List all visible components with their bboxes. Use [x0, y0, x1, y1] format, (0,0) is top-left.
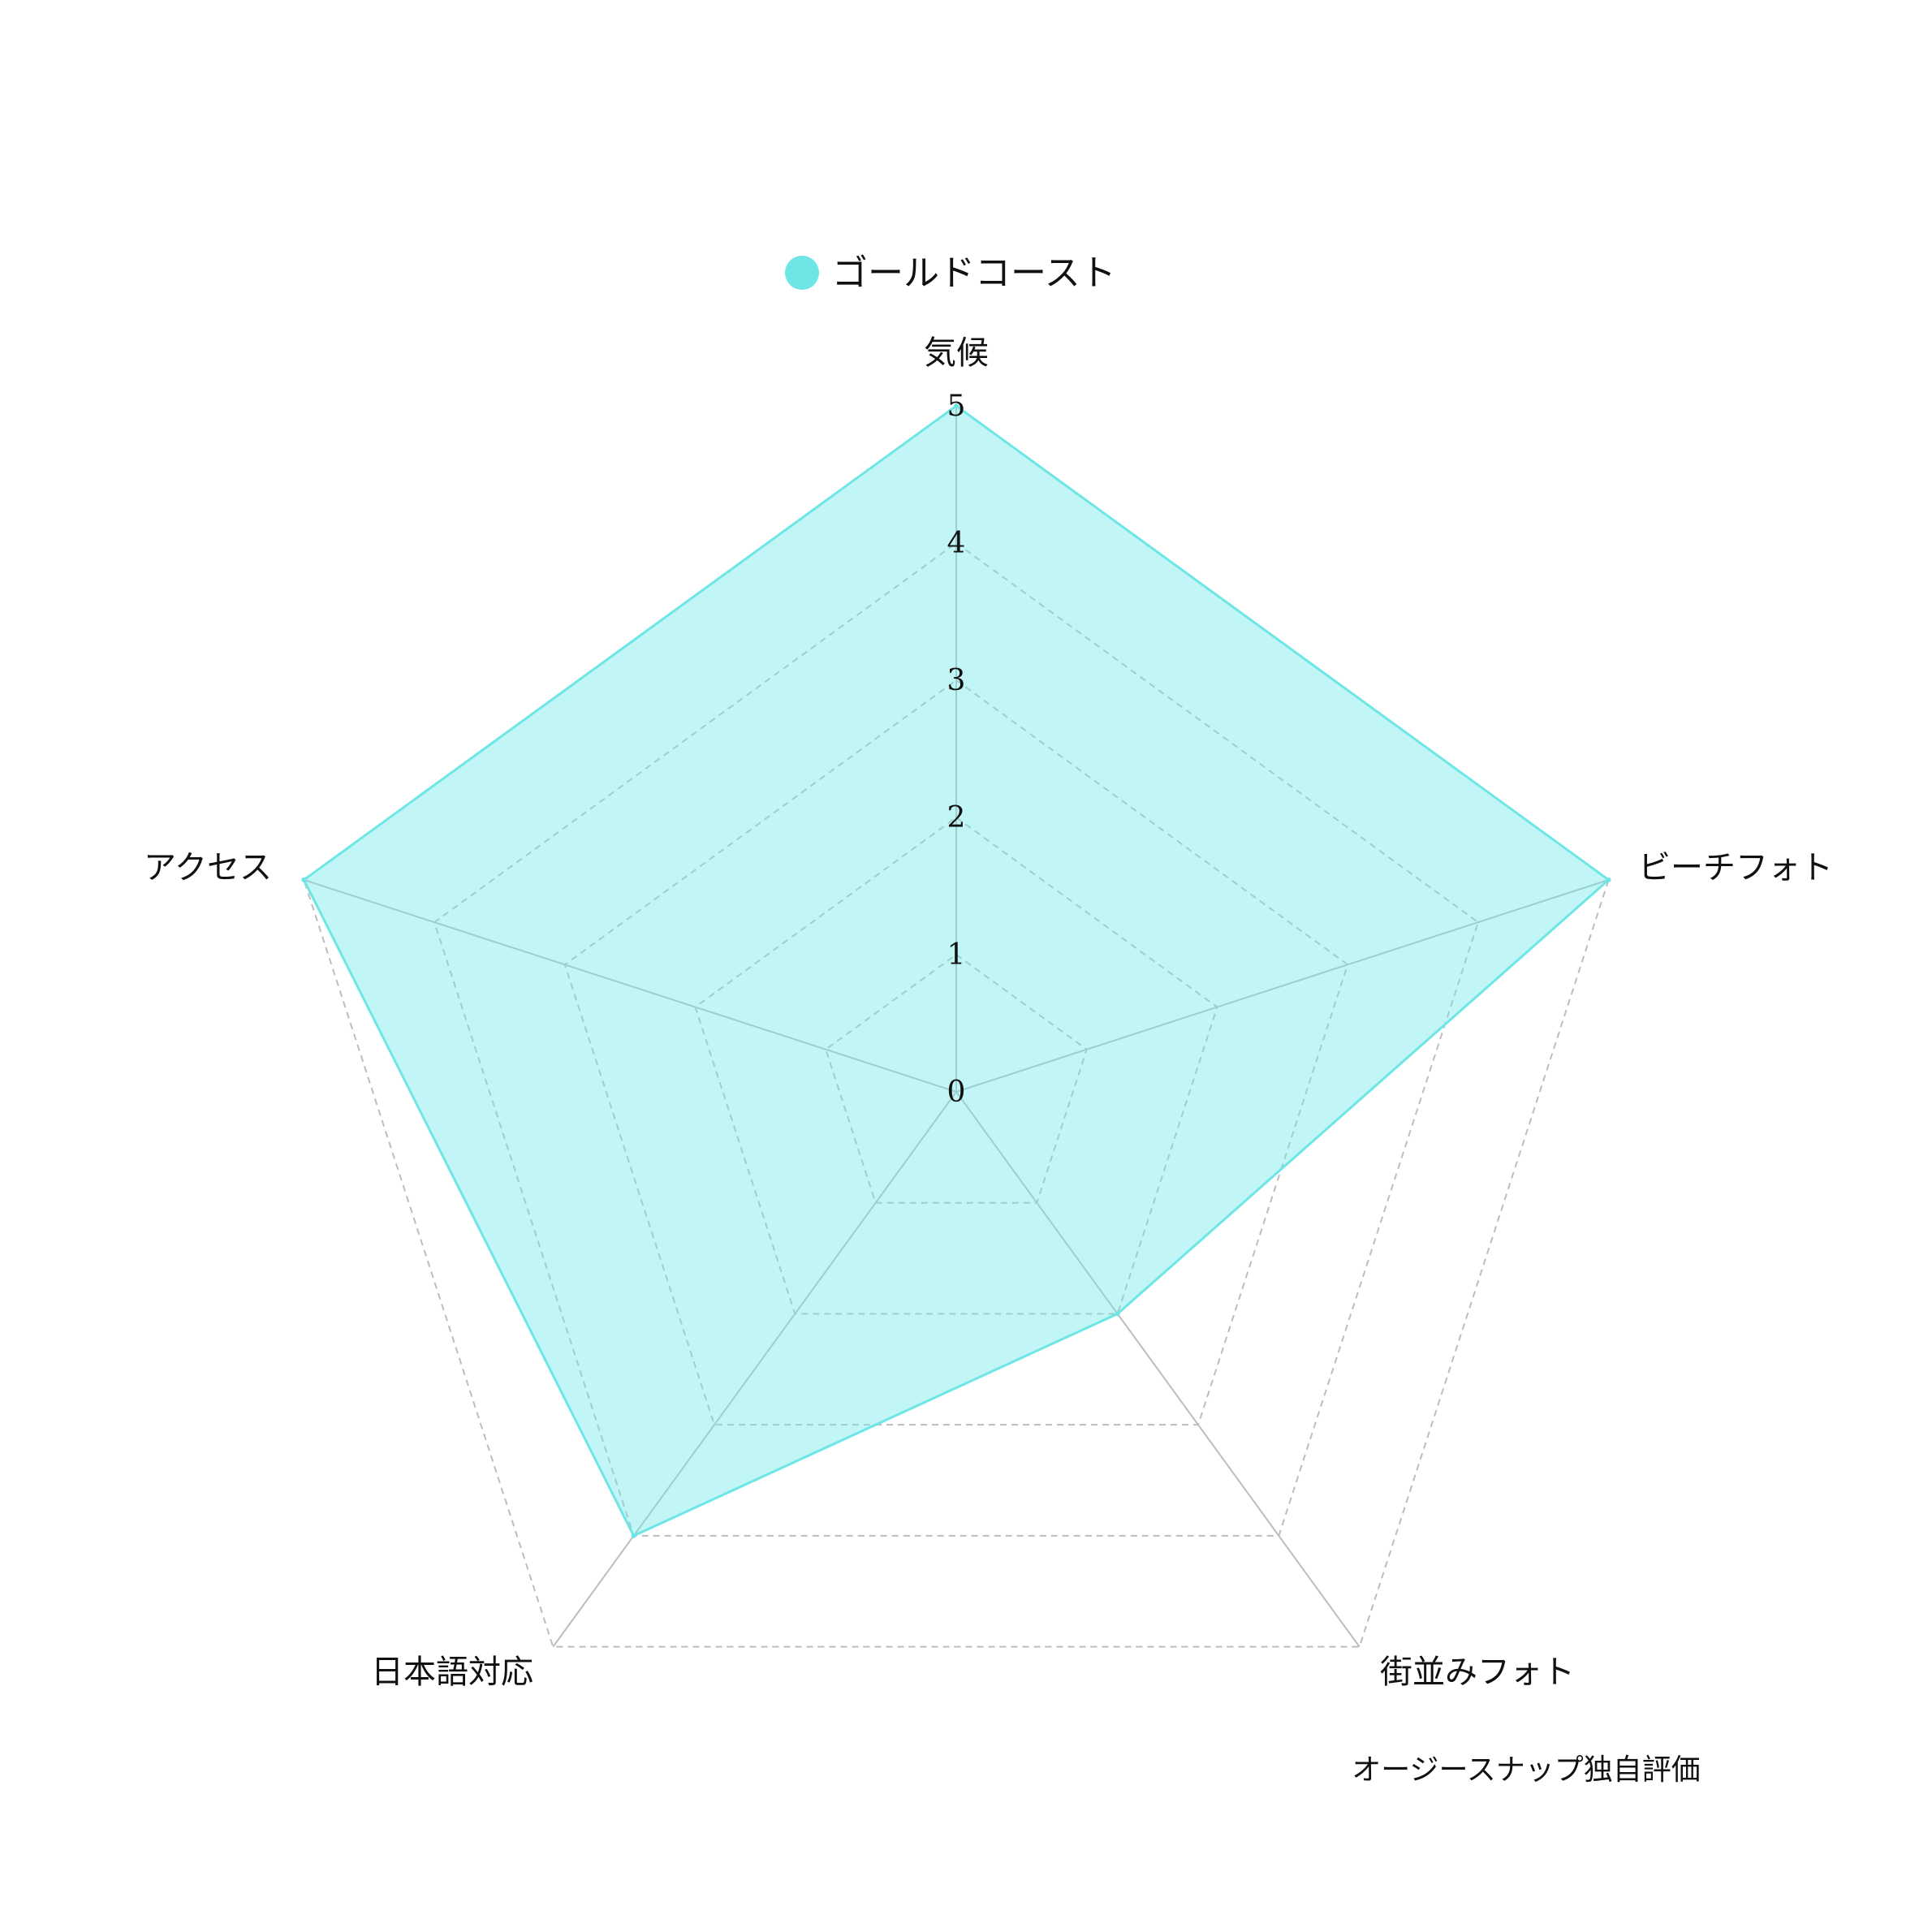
- grid-ring-4: [433, 541, 1480, 1537]
- data-point-1: [954, 403, 959, 408]
- tick-label-4: 4: [947, 527, 966, 560]
- radar-spokes: [304, 406, 1609, 1648]
- data-point-2: [1606, 877, 1611, 882]
- spoke-5: [304, 878, 957, 1093]
- data-point-3: [1115, 1311, 1120, 1317]
- spoke-2: [955, 878, 1609, 1093]
- legend-swatch-gold-coast: [785, 256, 819, 290]
- axis-label-5: アクセス: [144, 849, 272, 886]
- legend-label-gold-coast: ゴールドコースト: [832, 252, 1116, 294]
- radial-tick-labels: 0 1 2 3 4 5: [947, 390, 966, 1109]
- series-area-1: [302, 404, 1611, 1537]
- grid-ring-3: [563, 679, 1349, 1426]
- axis-label-2: ビーチフォト: [1638, 849, 1833, 886]
- radar-series: [301, 403, 1611, 1538]
- tick-label-2: 2: [947, 801, 966, 834]
- spoke-3: [955, 1091, 1361, 1648]
- data-point-4: [631, 1533, 636, 1538]
- data-point-5: [301, 877, 307, 882]
- spoke-4: [552, 1091, 957, 1648]
- legend: ゴールドコースト: [785, 252, 1116, 294]
- axis-label-3: 街並みフォト: [1380, 1654, 1575, 1691]
- tick-label-3: 3: [947, 664, 966, 697]
- tick-label-1: 1: [947, 938, 966, 972]
- tick-label-0: 0: [947, 1076, 966, 1109]
- tick-label-5: 5: [947, 390, 966, 423]
- axis-label-4: 日本語対応: [371, 1654, 533, 1691]
- grid-ring-2: [694, 816, 1218, 1315]
- evaluation-note: オージースナップ独自評価: [1352, 1753, 1700, 1787]
- grid-ring-1: [825, 953, 1088, 1204]
- axis-label-1: 気候: [924, 334, 989, 372]
